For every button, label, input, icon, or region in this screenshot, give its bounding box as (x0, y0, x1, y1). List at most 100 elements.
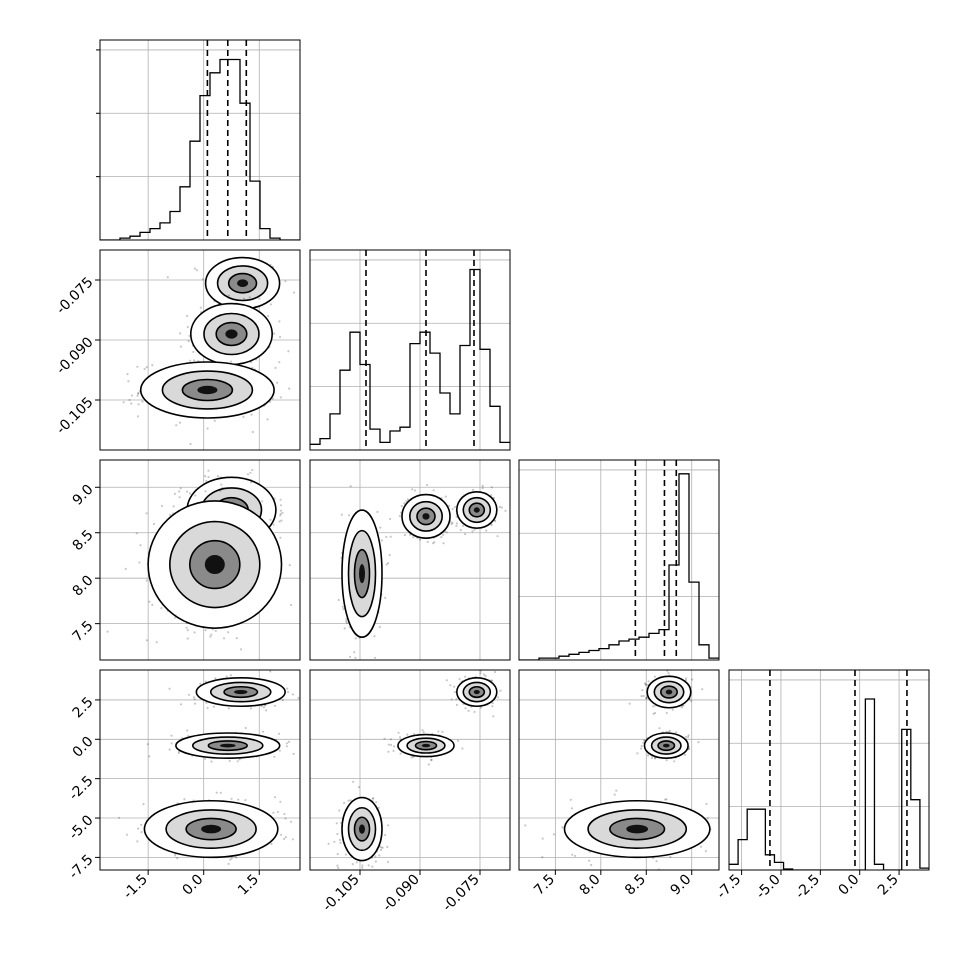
scatter-point (285, 742, 288, 745)
scatter-point (139, 544, 142, 547)
histogram-step (100, 58, 300, 240)
x-tick-label: 9.0 (667, 872, 694, 899)
scatter-point (343, 801, 346, 805)
scatter-point (490, 486, 493, 489)
scatter-point (498, 505, 501, 508)
scatter-point (701, 688, 704, 691)
scatter-point (278, 520, 281, 523)
scatter-point (178, 421, 182, 424)
density-contour (473, 507, 480, 513)
scatter-point (344, 853, 347, 856)
scatter-point (170, 742, 173, 745)
scatter-point (369, 872, 371, 874)
scatter-point (273, 704, 276, 707)
scatter-point (673, 760, 676, 763)
scatter-point (451, 521, 454, 525)
scatter-point (281, 511, 284, 514)
scatter-point (643, 739, 646, 742)
scatter-point (430, 758, 433, 762)
y-tick-label: -5.0 (66, 812, 97, 843)
scatter-point (235, 856, 238, 859)
scatter-point (636, 752, 639, 755)
scatter-point (367, 864, 370, 867)
scatter-point (449, 684, 452, 687)
scatter-point (280, 519, 283, 522)
scatter-point (183, 798, 186, 801)
scatter-point (640, 745, 643, 748)
scatter-point (261, 730, 265, 733)
scatter-point (142, 803, 145, 806)
scatter-point (278, 361, 281, 364)
scatter-point (177, 751, 180, 755)
scatter-point (213, 419, 216, 422)
scatter-point (140, 823, 143, 826)
scatter-point (222, 637, 226, 640)
density-contour (665, 689, 673, 695)
scatter-point (283, 837, 286, 841)
scatter-point (273, 755, 276, 758)
scatter-point (645, 683, 648, 687)
scatter-point (354, 656, 357, 660)
scatter-point (254, 358, 258, 361)
scatter-point (269, 670, 272, 673)
scatter-point (684, 735, 688, 738)
scatter-point (287, 350, 290, 353)
scatter-point (373, 635, 376, 638)
scatter-point (450, 698, 453, 701)
scatter-point (372, 797, 375, 800)
panel-3-1 (310, 670, 510, 874)
scatter-point (219, 791, 222, 794)
scatter-point (473, 528, 476, 531)
y-tick-label: -0.075 (53, 274, 96, 317)
scatter-point (186, 490, 189, 493)
scatter-point (145, 579, 148, 582)
scatter-point (389, 535, 392, 538)
scatter-point (278, 320, 281, 323)
scatter-point (388, 553, 391, 557)
scatter-point (238, 758, 241, 761)
x-tick-label: 7.5 (531, 872, 558, 899)
scatter-point (321, 550, 323, 552)
scatter-point (437, 730, 440, 733)
scatter-point (250, 413, 253, 416)
density-contour (197, 385, 218, 395)
x-tick-label: 0.0 (835, 872, 862, 899)
y-tick-label: -2.5 (66, 773, 97, 804)
scatter-point (389, 517, 392, 521)
scatter-point (288, 564, 291, 567)
scatter-point (481, 484, 484, 487)
scatter-point (327, 842, 330, 845)
scatter-point (278, 749, 281, 752)
scatter-point (705, 802, 708, 806)
scatter-point (426, 483, 429, 487)
scatter-point (279, 509, 282, 512)
scatter-point (118, 816, 121, 819)
scatter-point (288, 387, 291, 390)
scatter-point (155, 641, 158, 644)
scatter-point (386, 860, 390, 864)
scatter-point (496, 696, 500, 699)
scatter-point (335, 822, 338, 825)
scatter-point (345, 621, 348, 624)
y-tick-label: 0.0 (70, 734, 97, 761)
scatter-point (122, 401, 125, 404)
scatter-point (349, 485, 352, 488)
scatter-point (251, 430, 254, 434)
scatter-point (249, 481, 253, 484)
density-contour (236, 279, 249, 288)
scatter-point (393, 745, 396, 748)
scatter-point (333, 840, 336, 843)
panel-frame (518, 669, 720, 871)
scatter-point (653, 711, 657, 715)
scatter-point (137, 392, 140, 395)
scatter-point (642, 694, 645, 698)
scatter-point (375, 801, 378, 804)
scatter-point (691, 678, 694, 681)
histogram-step (519, 473, 719, 660)
scatter-point (336, 853, 339, 856)
scatter-point (140, 831, 143, 834)
scatter-point (248, 296, 251, 299)
scatter-point (193, 698, 196, 701)
scatter-point (464, 533, 467, 536)
scatter-point (445, 531, 448, 534)
